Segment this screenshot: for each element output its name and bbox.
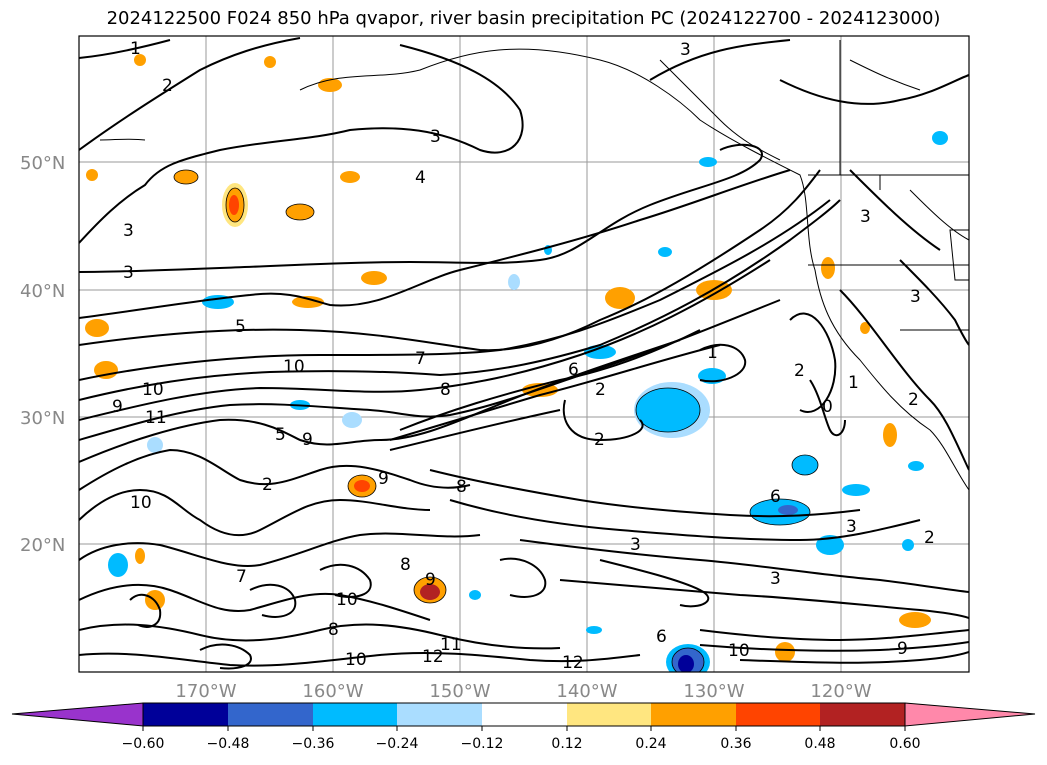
lon-label: 150°W — [429, 681, 490, 702]
lat-label: 40°N — [20, 281, 65, 302]
lon-label: 170°W — [175, 681, 236, 702]
lat-label: 20°N — [20, 535, 65, 556]
contour-label: 2 — [794, 361, 805, 381]
colorbar-bin — [820, 703, 905, 726]
contour-label: 3 — [680, 40, 691, 60]
colorbar-bin — [397, 703, 482, 726]
contour-label: 3 — [123, 221, 134, 241]
contour-label: 3 — [630, 535, 641, 555]
colorbar-tick: −0.12 — [461, 736, 504, 752]
colorbar-bin — [143, 703, 228, 726]
contour-label: 2 — [262, 475, 273, 495]
colorbar-bin — [736, 703, 820, 726]
coastlines — [99, 40, 969, 491]
contour-label: 1 — [707, 343, 718, 363]
qvapor-contours — [79, 37, 969, 670]
lon-label: 160°W — [302, 681, 363, 702]
contour-label: 3 — [430, 127, 441, 147]
colorbar-tick: −0.60 — [122, 736, 165, 752]
colorbar-bin — [567, 703, 651, 726]
contour-label: 0 — [822, 397, 833, 417]
colorbar-bin — [651, 703, 736, 726]
contour-label: 2 — [594, 430, 605, 450]
contour-label: 5 — [235, 317, 246, 337]
contour-label: 9 — [378, 469, 389, 489]
contour-label: 6 — [568, 360, 579, 380]
contour-label: 10 — [345, 650, 367, 670]
colorbar-frame — [142, 702, 906, 727]
contour-label: 2 — [162, 76, 173, 96]
latitude-labels: 50°N 40°N 30°N 20°N — [20, 153, 65, 556]
pc-outlines — [173, 169, 819, 672]
longitude-labels: 170°W 160°W 150°W 140°W 130°W 120°W — [175, 681, 871, 702]
contour-label: 7 — [236, 567, 247, 587]
plot-area — [79, 36, 969, 672]
contour-label: 1 — [130, 39, 141, 59]
contour-label: 8 — [400, 555, 411, 575]
contour-label: 4 — [415, 168, 426, 188]
contour-label: 8 — [328, 620, 339, 640]
contour-label: 9 — [302, 430, 313, 450]
contour-label: 11 — [440, 635, 462, 655]
colorbar-tick: 0.24 — [635, 736, 666, 752]
lon-label: 120°W — [810, 681, 871, 702]
contour-label: 10 — [728, 641, 750, 661]
contour-label: 10 — [130, 493, 152, 513]
contour-label: 5 — [275, 425, 286, 445]
contour-label: 8 — [456, 477, 467, 497]
contour-label: 10 — [336, 590, 358, 610]
contour-label: 3 — [770, 569, 781, 589]
colorbar-tick: 0.60 — [889, 736, 920, 752]
contour-label: 9 — [112, 397, 123, 417]
plot-frame — [78, 35, 970, 673]
colorbar-extend-low — [11, 702, 144, 727]
map-title: 2024122500 F024 850 hPa qvapor, river ba… — [106, 8, 941, 29]
colorbar-bin — [228, 703, 313, 726]
contour-label: 6 — [770, 487, 781, 507]
lat-label: 50°N — [20, 153, 65, 174]
contour-label: 11 — [145, 408, 167, 428]
colorbar-tick: −0.24 — [376, 736, 419, 752]
contour-label: 12 — [562, 653, 584, 673]
contour-label: 12 — [422, 647, 444, 667]
contour-label: 3 — [123, 263, 134, 283]
colorbar-extend-high — [904, 702, 1036, 727]
contour-label: 2 — [908, 390, 919, 410]
contour-labels: 1 2 3 3 4 3 3 5 7 8 10 10 11 9 6 2 1 2 0… — [112, 39, 935, 673]
lat-label: 30°N — [20, 408, 65, 429]
lon-label: 130°W — [683, 681, 744, 702]
colorbar-tick: 0.48 — [804, 736, 835, 752]
contour-label: 10 — [283, 357, 305, 377]
colorbar-bin — [313, 703, 397, 726]
contour-label: 3 — [846, 517, 857, 537]
colorbar-tick: −0.48 — [207, 736, 250, 752]
colorbar-tick: 0.36 — [720, 736, 751, 752]
contour-label: 2 — [595, 380, 606, 400]
contour-label: 8 — [440, 380, 451, 400]
contour-label: 9 — [897, 639, 908, 659]
contour-label: 2 — [924, 528, 935, 548]
contour-label: 3 — [910, 287, 921, 307]
colorbar: −0.60 −0.48 −0.36 −0.24 −0.12 0.12 0.24 … — [11, 702, 1036, 752]
contour-label: 7 — [415, 349, 426, 369]
contour-label: 9 — [425, 570, 436, 590]
contour-label: 1 — [848, 373, 859, 393]
contour-label: 6 — [656, 627, 667, 647]
contour-label: 3 — [860, 207, 871, 227]
colorbar-tick: 0.12 — [551, 736, 582, 752]
colorbar-tick: −0.36 — [292, 736, 335, 752]
lon-label: 140°W — [556, 681, 617, 702]
contour-label: 10 — [142, 380, 164, 400]
colorbar-bin — [482, 703, 567, 726]
